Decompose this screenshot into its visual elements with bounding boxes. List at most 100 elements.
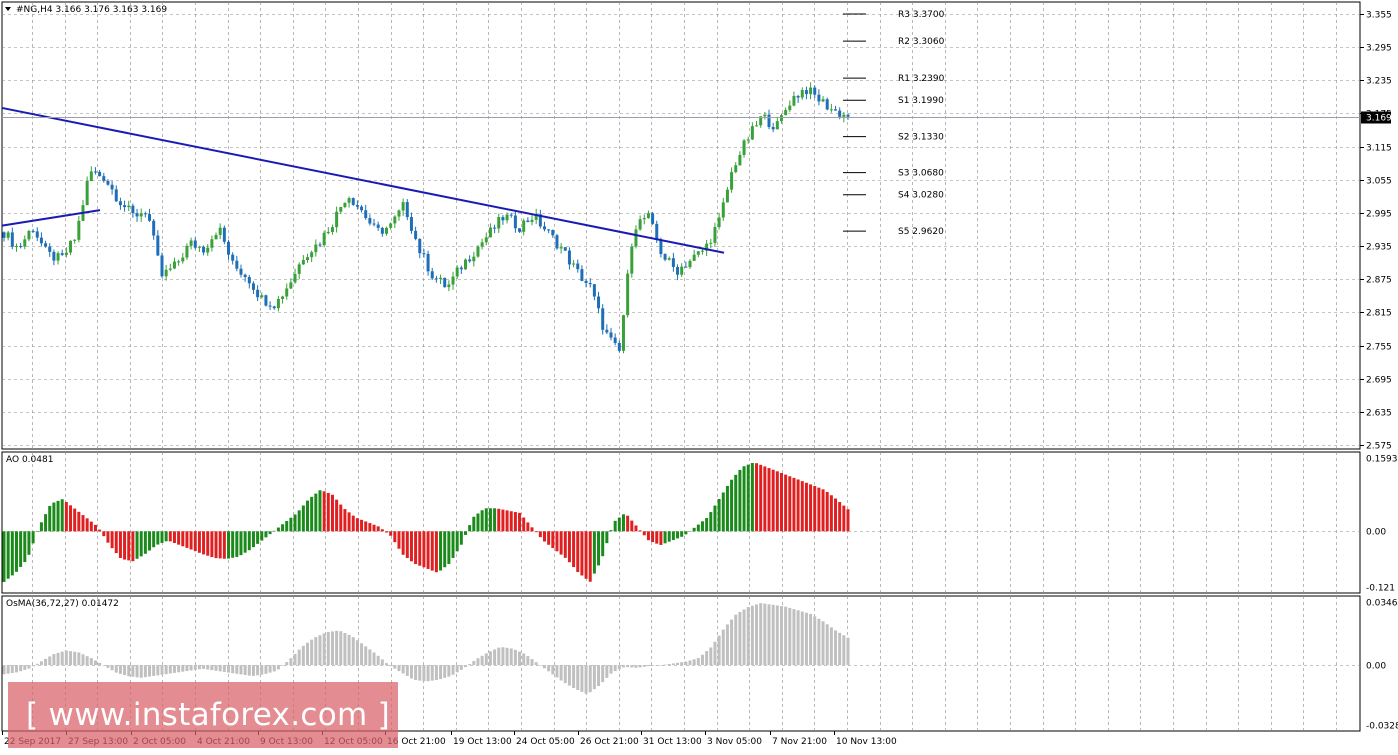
osma-y-tick-label: -0.03284 — [1366, 722, 1398, 732]
ao-bar — [177, 531, 181, 545]
osma-bar — [734, 614, 738, 666]
x-tick-label: 10 Nov 13:00 — [836, 737, 897, 747]
ao-bar — [235, 531, 239, 557]
ao-bar — [505, 510, 509, 532]
ao-bar — [301, 505, 305, 532]
ao-bar — [222, 531, 226, 559]
osma-bar — [497, 647, 501, 666]
ao-bar — [534, 531, 538, 533]
candle-body — [842, 114, 846, 117]
osma-bar — [846, 637, 850, 666]
osma-bar — [838, 632, 842, 666]
osma-bar — [89, 658, 93, 666]
ao-bar — [642, 531, 646, 536]
candle-body — [551, 230, 555, 236]
candle-body — [281, 296, 285, 299]
y-tick-label: 2.695 — [1366, 376, 1392, 386]
ao-bar — [347, 512, 351, 532]
candle-body — [463, 259, 467, 270]
candle-body — [343, 202, 347, 207]
candle-body — [821, 99, 825, 102]
osma-bar — [559, 665, 563, 681]
ao-bar — [468, 525, 472, 532]
ao-bar — [98, 529, 102, 532]
candle-body — [110, 184, 114, 190]
ao-bar — [206, 531, 210, 556]
ao-bar — [526, 522, 530, 532]
candle-body — [480, 242, 484, 247]
panel-frame-2 — [1, 451, 1361, 594]
osma-bar — [617, 665, 621, 670]
ao-bar — [289, 517, 293, 532]
osma-bar — [335, 630, 339, 666]
ao-bar — [189, 531, 193, 550]
osma-bar — [730, 619, 734, 666]
candle-body — [210, 239, 214, 248]
osma-bar — [584, 665, 588, 694]
candle-body — [60, 253, 64, 255]
osma-bar — [314, 637, 318, 666]
osma-bar — [310, 639, 314, 666]
osma-bar — [592, 665, 596, 690]
candle-body — [451, 276, 455, 285]
osma-bar — [152, 665, 156, 676]
osma-bar — [343, 633, 347, 666]
ao-bar — [56, 500, 60, 532]
ao-bar — [314, 493, 318, 532]
osma-bar — [763, 603, 767, 666]
ao-bar — [123, 531, 127, 560]
ao-bar — [164, 531, 168, 542]
ao-bar — [272, 530, 276, 532]
osma-bar — [355, 640, 359, 666]
osma-bar — [526, 656, 530, 666]
candle-body — [318, 244, 322, 246]
ao-y-tick-label: -0.121 — [1366, 584, 1395, 594]
osma-bar — [638, 665, 642, 668]
candle-body — [834, 109, 838, 111]
osma-bar — [646, 665, 650, 667]
ao-bar — [459, 531, 463, 545]
candle-body — [497, 217, 501, 229]
candle-body — [222, 227, 226, 242]
candle-body — [335, 211, 339, 228]
ao-bar — [326, 492, 330, 532]
osma-bar — [409, 665, 413, 679]
osma-bar — [755, 604, 759, 666]
candle-body — [268, 305, 272, 307]
pivot-level-label: S1 3.1990 — [898, 96, 944, 106]
candle-body — [397, 210, 401, 217]
osma-bar — [160, 665, 164, 675]
osma-bar — [247, 665, 251, 676]
candle-body — [663, 254, 667, 260]
candle-body — [671, 258, 675, 267]
ao-bar — [6, 531, 10, 579]
candle-body — [239, 268, 243, 275]
osma-bar — [813, 616, 817, 666]
candle-body — [31, 231, 35, 233]
candle-body — [276, 298, 280, 309]
candle-body — [177, 261, 181, 263]
candle-body — [767, 114, 771, 128]
candle-body — [522, 220, 526, 232]
y-tick-label: 2.575 — [1366, 442, 1392, 452]
osma-bar — [513, 649, 517, 666]
ao-bar — [771, 469, 775, 532]
osma-bar — [659, 665, 663, 666]
candle-body — [310, 252, 314, 258]
ao-bar — [360, 519, 364, 532]
y-tick-label: 2.755 — [1366, 343, 1392, 353]
candle-body — [355, 204, 359, 207]
osma-bar — [23, 665, 27, 670]
candle-body — [755, 125, 759, 127]
candle-body — [10, 232, 14, 247]
candle-body — [218, 227, 222, 235]
candle-body — [2, 232, 6, 238]
x-tick-label: 3 Nov 05:00 — [707, 737, 762, 747]
ao-bar — [829, 495, 833, 532]
ao-bar — [742, 466, 746, 532]
osma-bar — [700, 654, 704, 666]
ao-bar — [463, 531, 467, 535]
osma-bar — [222, 665, 226, 672]
ao-bar — [821, 489, 825, 532]
osma-bar — [621, 665, 625, 668]
